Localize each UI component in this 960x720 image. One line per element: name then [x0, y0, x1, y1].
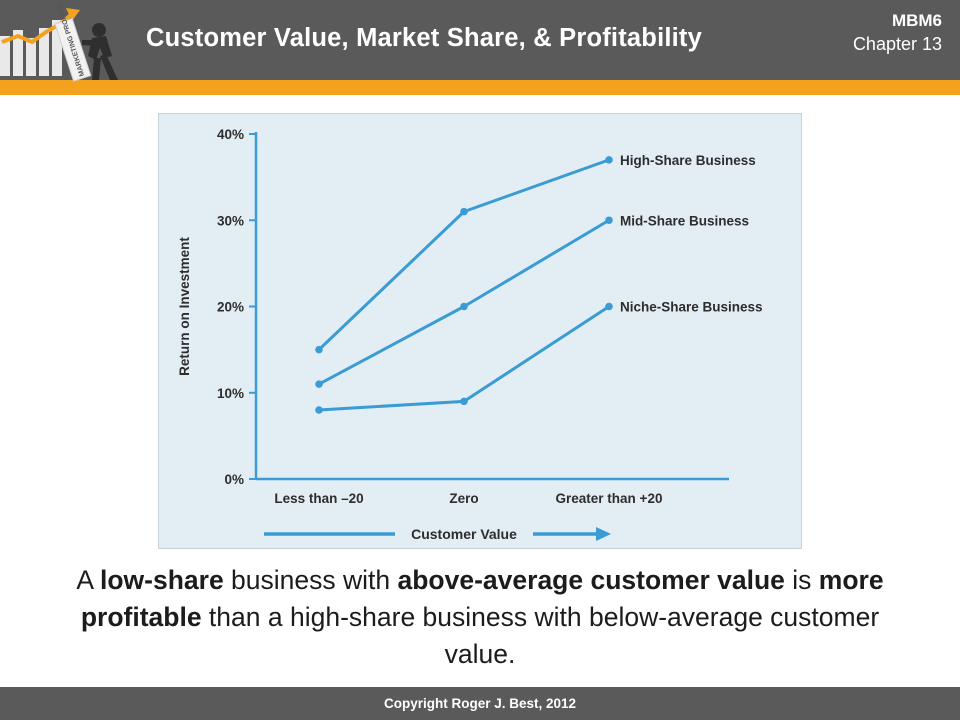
y-axis-label: Return on Investment	[177, 237, 192, 376]
x-tick-label: Less than –20	[274, 491, 363, 506]
caption-part: business with	[223, 565, 398, 595]
x-axis-arrow-head	[596, 527, 611, 541]
series-lines: High-Share Business Mid-Share Business Nic…	[315, 153, 763, 414]
x-axis-title: Customer Value	[264, 524, 611, 544]
series-label: Niche-Share Business	[620, 300, 763, 315]
data-point	[605, 216, 613, 225]
data-point	[605, 302, 613, 311]
y-axis: 0% 10% 20% 30% 40%	[217, 127, 258, 487]
chart-panel: 0% 10% 20% 30% 40% Less than –20 Zero Greater …	[158, 113, 802, 549]
logo-icon: MARKETING PROFITS	[0, 4, 118, 82]
page-title: Customer Value, Market Share, & Profitab…	[146, 24, 702, 52]
data-point	[315, 406, 323, 414]
caption-emphasis: more profitable	[80, 565, 884, 632]
header-accent-stripe	[0, 80, 960, 95]
x-axis-label: Customer Value	[411, 526, 517, 542]
y-tick-label: 40%	[217, 127, 244, 142]
course-code: MBM6	[891, 11, 942, 30]
x-axis: Less than –20 Zero Greater than +20	[256, 477, 729, 506]
copyright-text: Copyright Roger J. Best, 2012	[383, 696, 577, 711]
data-point	[315, 345, 323, 354]
footer-bar: Copyright Roger J. Best, 2012	[0, 687, 960, 720]
x-tick-label: Zero	[449, 491, 478, 506]
y-tick-label: 0%	[224, 472, 244, 487]
y-tick-label: 20%	[217, 300, 244, 315]
data-point	[460, 207, 468, 216]
series-line	[318, 218, 610, 386]
series-line	[318, 305, 610, 412]
caption-part: A	[76, 565, 100, 595]
data-point	[605, 156, 613, 164]
series-label: Mid-Share Business	[620, 213, 749, 228]
data-point	[460, 302, 468, 311]
caption-part: than a high-share business with below-av…	[201, 602, 880, 669]
series-line	[317, 158, 610, 351]
data-point	[315, 380, 323, 388]
y-tick-label: 10%	[217, 386, 244, 401]
chapter-label: Chapter 13	[852, 34, 942, 54]
header-bar	[0, 0, 960, 80]
x-tick-label: Greater than +20	[556, 491, 663, 506]
chapter-badge: MBM6 Chapter 13	[853, 10, 942, 56]
caption-text: A low-share business with above-average …	[60, 562, 900, 673]
y-tick-label: 30%	[217, 213, 244, 228]
data-point	[460, 397, 468, 406]
caption-emphasis: above-average customer value	[397, 565, 785, 595]
caption-part: is	[784, 565, 819, 595]
series-label: High-Share Business	[620, 153, 756, 168]
x-axis-label-backdrop	[395, 524, 533, 544]
roi-line-chart: 0% 10% 20% 30% 40% Less than –20 Zero Greater …	[177, 127, 763, 544]
caption-emphasis: low-share	[99, 565, 224, 595]
